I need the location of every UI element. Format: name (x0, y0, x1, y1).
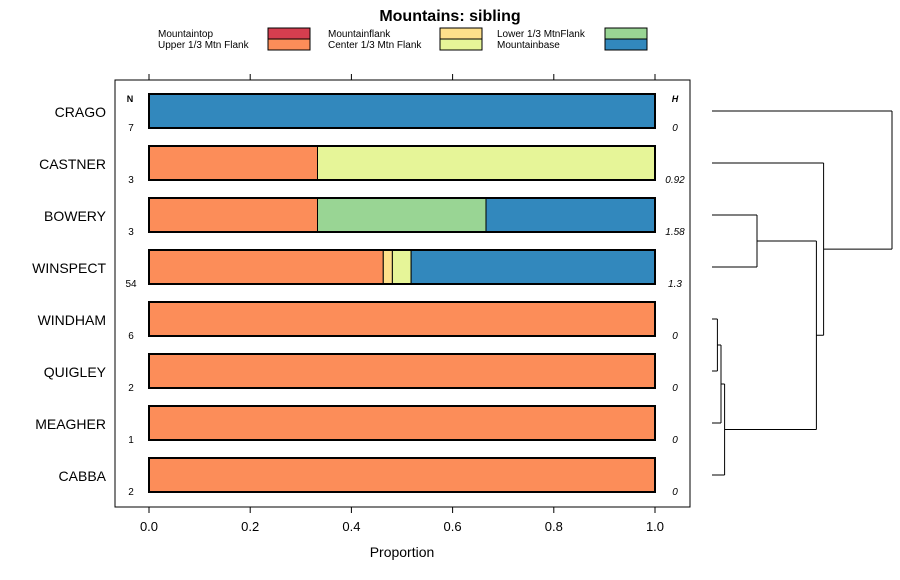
category-label: WINSPECT (32, 260, 106, 276)
h-value: 1.3 (668, 279, 682, 290)
category-label: BOWERY (44, 208, 107, 224)
x-tick-label: 0.2 (241, 519, 259, 534)
bar-outline (148, 457, 656, 493)
bar-segment (148, 145, 318, 181)
bar-outline (148, 301, 656, 337)
n-header: N (127, 94, 134, 104)
x-tick-label: 1.0 (646, 519, 664, 534)
legend-swatch (439, 38, 483, 51)
category-label: CABBA (59, 468, 107, 484)
n-value: 2 (128, 487, 134, 498)
bar-segment (148, 197, 318, 233)
legend-swatch (604, 38, 648, 51)
bar-segment (148, 93, 656, 129)
bar-segment (391, 249, 412, 285)
bar-segment (148, 249, 384, 285)
bar-outline (148, 405, 656, 441)
h-value: 0 (672, 123, 678, 134)
legend-swatch (267, 27, 311, 40)
legend-label: Upper 1/3 Mtn Flank (158, 40, 250, 51)
category-label: QUIGLEY (44, 364, 107, 380)
n-value: 54 (125, 279, 137, 290)
bar-segment (148, 301, 656, 337)
x-tick-label: 0.8 (545, 519, 563, 534)
n-value: 3 (128, 227, 134, 238)
h-value: 0 (672, 331, 678, 342)
n-value: 1 (128, 435, 134, 446)
legend-label: Mountainbase (497, 40, 560, 51)
h-value: 0 (672, 487, 678, 498)
bar-segment (485, 197, 656, 233)
h-value: 1.58 (665, 227, 685, 238)
n-value: 3 (128, 175, 134, 186)
bar-outline (148, 145, 656, 181)
plot-frame (114, 79, 691, 508)
bar-outline (148, 197, 656, 233)
h-value: 0 (672, 383, 678, 394)
n-value: 2 (128, 383, 134, 394)
category-label: CRAGO (55, 104, 106, 120)
x-axis-label: Proportion (370, 544, 435, 560)
bars (148, 93, 656, 493)
legend-swatch (439, 27, 483, 40)
x-tick-label: 0.6 (444, 519, 462, 534)
x-tick-label: 0.0 (140, 519, 158, 534)
category-label: CASTNER (39, 156, 106, 172)
bar-segment (316, 145, 656, 181)
bar-outline (148, 93, 656, 129)
bar-segment (382, 249, 393, 285)
legend-swatch (267, 38, 311, 51)
h-header: H (672, 94, 679, 104)
legend-label: Mountaintop (158, 29, 213, 40)
bar-segment (148, 353, 656, 389)
chart-title: Mountains: sibling (379, 8, 520, 25)
bar-segment (148, 457, 656, 493)
h-value: 0.92 (665, 175, 685, 186)
dendrogram (712, 110, 893, 476)
bar-segment (410, 249, 656, 285)
h-value: 0 (672, 435, 678, 446)
legend-label: Mountainflank (328, 29, 391, 40)
n-value: 6 (128, 331, 134, 342)
bar-segment (148, 405, 656, 441)
bar-outline (148, 353, 656, 389)
bar-outline (148, 249, 656, 285)
n-value: 7 (128, 123, 134, 134)
axes: 0.0 0.2 0.4 0.6 0.8 1.0 (140, 74, 664, 534)
category-label: WINDHAM (38, 312, 106, 328)
bar-segment (316, 197, 487, 233)
category-label: MEAGHER (35, 416, 106, 432)
legend-label: Center 1/3 Mtn Flank (328, 40, 422, 51)
labels: CRAGO 7 0 CASTNER 3 0.92 BOWERY 3 1.58 WINSPECT 54… (32, 104, 685, 498)
legend-label: Lower 1/3 MtnFlank (497, 29, 586, 40)
x-tick-label: 0.4 (342, 519, 360, 534)
legend-swatch (604, 27, 648, 40)
